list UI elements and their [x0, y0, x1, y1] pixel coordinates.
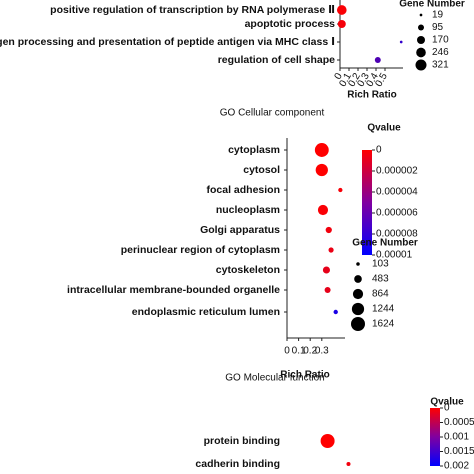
size-legend-key — [416, 35, 426, 45]
size-legend-key — [415, 59, 427, 71]
bubble — [325, 226, 332, 234]
category-label: cytosol — [243, 164, 280, 176]
category-label: Golgi apparatus — [200, 224, 280, 236]
colorbar-tick-label: 0.000006 — [376, 208, 418, 219]
size-legend-label: 170 — [432, 35, 449, 46]
size-legend-key — [351, 317, 365, 331]
x-tick-label: 0.1 — [292, 346, 306, 357]
size-legend-label: 864 — [372, 289, 389, 300]
size-legend-key — [352, 288, 364, 300]
bubble — [322, 266, 330, 274]
bubble — [337, 19, 346, 29]
category-label: protein binding — [204, 435, 280, 447]
x-tick-label: 0 — [284, 346, 290, 357]
colorbar-tick-label: 0.00001 — [376, 250, 413, 261]
bubble — [328, 247, 334, 253]
category-label: intracellular membrane-bounded organelle — [67, 284, 280, 296]
size-legend-label: 321 — [432, 60, 449, 71]
bubble — [317, 204, 329, 216]
colorbar — [362, 150, 372, 255]
colorbar-tick-label: 0.001 — [444, 432, 469, 443]
panel-title: GO Cellular component — [220, 108, 325, 119]
size-legend-label: 1624 — [372, 319, 395, 330]
size-legend-title: Gene Number — [352, 238, 418, 249]
size-legend-label: 246 — [432, 47, 449, 58]
size-legend-label: 483 — [372, 274, 389, 285]
bubble — [333, 309, 338, 315]
colorbar-title: Qvalue — [430, 397, 464, 408]
x-axis-label: Rich Ratio — [280, 370, 329, 381]
colorbar-tick-label: 0.000002 — [376, 166, 418, 177]
category-label: cadherin binding — [195, 458, 280, 470]
bubble — [374, 57, 381, 63]
colorbar-tick-label: 0.000004 — [376, 187, 418, 198]
colorbar-tick-label: 0 — [444, 403, 450, 414]
bubble — [315, 163, 328, 177]
category-label: perinuclear region of cytoplasm — [121, 244, 280, 256]
category-label: regulation of cell shape — [218, 54, 335, 66]
x-axis-label: Rich Ratio — [347, 90, 396, 101]
category-label: positive regulation of transcription by … — [50, 4, 335, 16]
x-tick-label: 0.2 — [303, 346, 317, 357]
size-legend-label: 95 — [432, 22, 444, 33]
x-tick-label: 0.3 — [315, 346, 329, 357]
bubble — [338, 187, 343, 193]
size-legend-label: 103 — [372, 259, 389, 270]
colorbar — [430, 408, 440, 466]
category-label: nucleoplasm — [216, 204, 280, 216]
size-legend-key — [419, 13, 423, 17]
bubble — [336, 5, 347, 15]
colorbar-tick-label: 0.0005 — [444, 417, 474, 428]
colorbar-tick-label: 0.0015 — [444, 446, 474, 457]
size-legend-key — [351, 302, 365, 316]
panel-title: GO Molecular function — [225, 373, 325, 384]
bubble — [346, 461, 351, 467]
bubble — [314, 143, 329, 157]
category-label: apoptotic process — [245, 18, 336, 30]
colorbar-title: Qvalue — [367, 123, 401, 134]
category-label: focal adhesion — [206, 184, 280, 196]
size-legend-title: Gene Number — [399, 0, 465, 10]
category-label: endoplasmic reticulum lumen — [132, 306, 280, 318]
colorbar-tick-label: 0.000008 — [376, 229, 418, 240]
size-legend-key — [418, 24, 424, 31]
bubble — [324, 286, 331, 294]
colorbar-tick-label: 0 — [376, 145, 382, 156]
bubble — [399, 40, 403, 44]
category-label: cytoskeleton — [216, 264, 280, 276]
bubble — [320, 434, 335, 448]
colorbar-tick-label: 0.002 — [444, 461, 469, 472]
size-legend-key — [354, 275, 362, 283]
category-label: cytoplasm — [228, 144, 280, 156]
size-legend-key — [356, 262, 360, 266]
size-legend-label: 1244 — [372, 304, 395, 315]
category-label: antigen processing and presentation of p… — [0, 36, 335, 48]
x-tick-label: 0.5 — [373, 71, 390, 89]
size-legend-label: 19 — [432, 10, 444, 21]
size-legend-key — [416, 47, 426, 58]
x-tick-label: 0 — [333, 71, 346, 82]
